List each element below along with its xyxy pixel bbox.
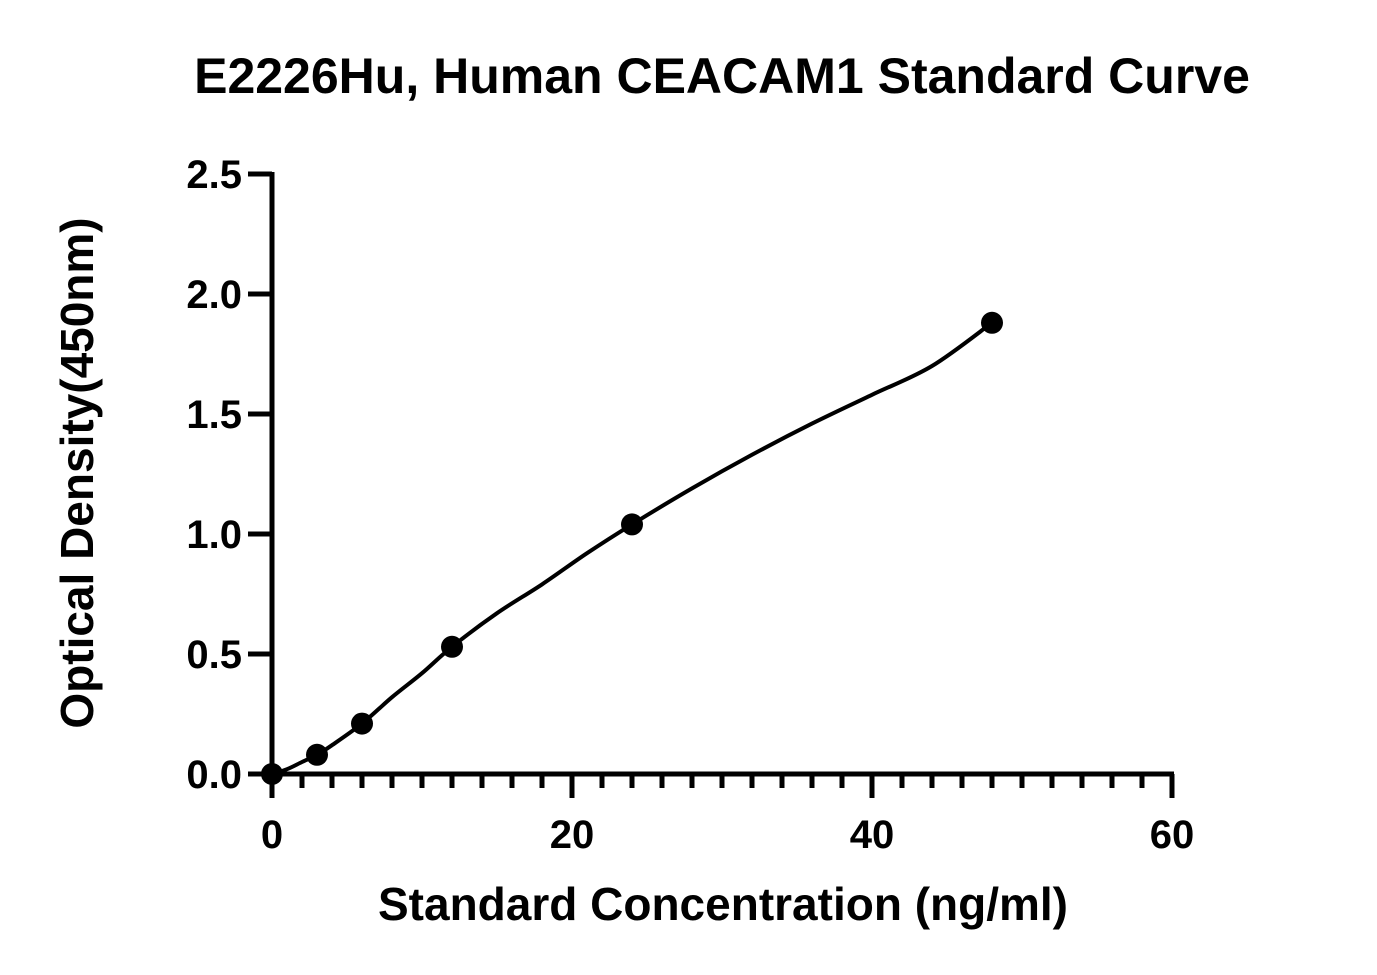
data-point <box>351 712 373 735</box>
data-point <box>981 311 1003 334</box>
x-tick-label: 40 <box>850 813 895 857</box>
data-point <box>306 743 328 766</box>
y-tick-label: 1.5 <box>186 393 242 437</box>
x-tick-label: 20 <box>550 813 595 857</box>
fit-curve-line <box>271 321 994 776</box>
y-tick-label: 2.5 <box>186 153 242 197</box>
data-point <box>441 635 463 658</box>
data-point <box>261 763 283 785</box>
x-tick-label: 0 <box>261 813 283 857</box>
y-tick-label: 0.0 <box>186 753 242 797</box>
y-tick-label: 1.0 <box>186 513 242 557</box>
x-tick-label: 60 <box>1150 813 1195 857</box>
data-point <box>621 513 643 536</box>
x-axis-label: Standard Concentration (ng/ml) <box>378 878 1068 930</box>
y-tick-label: 0.5 <box>186 633 242 677</box>
y-axis-label: Optical Density(450nm) <box>51 217 103 728</box>
axis-ticks <box>248 171 1175 798</box>
data-points <box>261 311 1003 785</box>
axis-tick-labels: 0.0 0.5 1.0 1.5 2.0 2.5 0 20 40 60 <box>186 153 1194 857</box>
chart-title: E2226Hu, Human CEACAM1 Standard Curve <box>194 48 1250 104</box>
y-tick-label: 2.0 <box>186 273 242 317</box>
